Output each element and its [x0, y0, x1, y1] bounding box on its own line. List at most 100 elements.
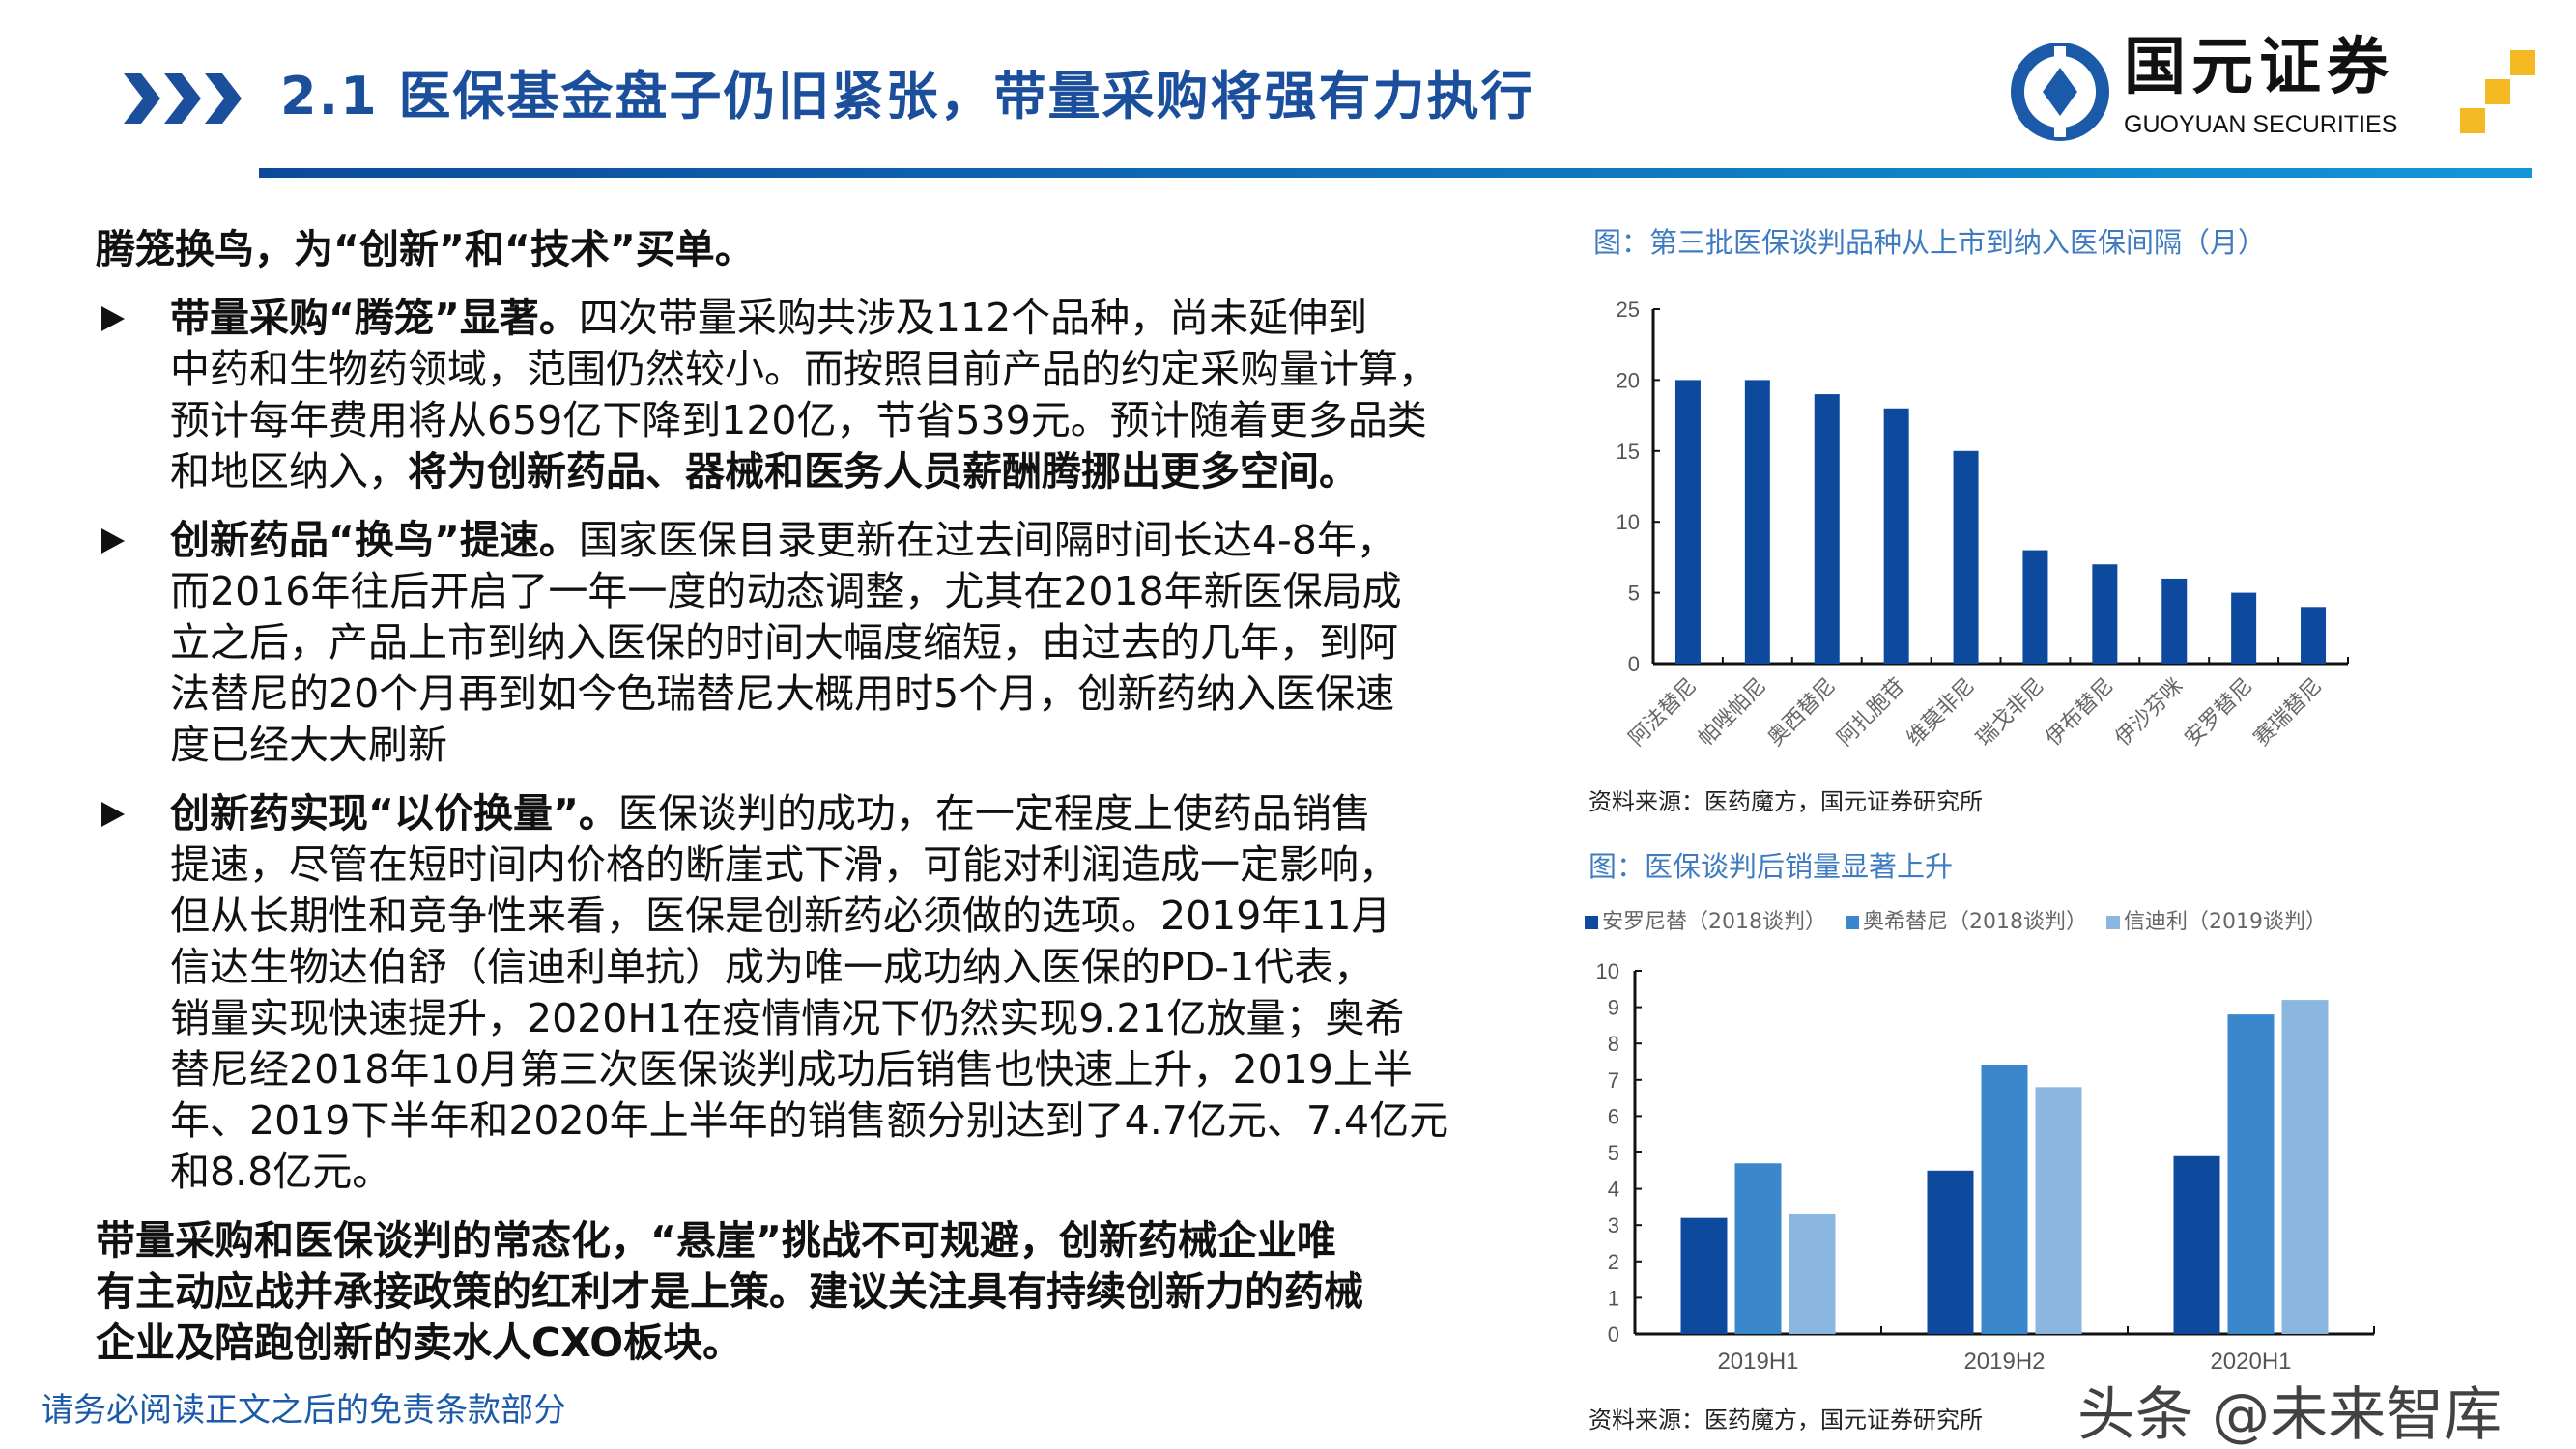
conclusion-paragraph: 带量采购和医保谈判的常态化，“悬崖”挑战不可规避，创新药械企业唯 有主动应战并承接… — [96, 1215, 1564, 1369]
bar — [1927, 1170, 1974, 1334]
text-line: 预计每年费用将从659亿下降到120亿，节省539元。预计随着更多品类 — [170, 395, 1564, 446]
y-tick-label: 9 — [1608, 996, 1619, 1020]
text-line: 有主动应战并承接政策的红利才是上策。建议关注具有持续创新力的药械 — [96, 1266, 1564, 1318]
company-logo — [2010, 39, 2551, 145]
text-line: 但从长期性和竞争性来看，医保是创新药必须做的选项。2019年11月 — [170, 891, 1564, 942]
text-segment: 和8.8亿元。 — [170, 1149, 392, 1195]
x-tick-label: 赛瑞替尼 — [2249, 673, 2327, 751]
legend-item: 奥希替尼（2018谈判） — [1846, 910, 2087, 935]
text-line: 带量采购“腾笼”显著。四次带量采购共涉及112个品种，尚未延伸到 — [170, 293, 1564, 344]
text-line: 企业及陪跑创新的卖水人CXO板块。 — [96, 1318, 1564, 1369]
text-line: 而2016年往后开启了一年一度的动态调整，尤其在2018年新医保局成 — [170, 566, 1564, 617]
x-tick-label: 安罗替尼 — [2180, 673, 2257, 751]
chart2-grouped-bar-chart: 0 1 2 3 4 5 6 7 8 9 10 2019H1 2019H2 2020H1 — [1596, 959, 2375, 1375]
x-tick-label: 奥西替尼 — [1762, 673, 1840, 751]
chart1-bar-chart: 0 5 10 15 20 25 阿法替尼帕唑帕尼奥西替尼阿扎胞苷维莫非尼瑞戈非尼伊布替尼伊沙… — [1617, 298, 2349, 751]
text-line: 年、2019下半年和2020年上半年的销售额分别达到了4.7亿元、7.4亿元 — [170, 1095, 1564, 1147]
bullet-volume-procurement: 带量采购“腾笼”显著。四次带量采购共涉及112个品种，尚未延伸到 中药和生物药领域… — [96, 293, 1564, 497]
logo-squares-icon — [2460, 50, 2535, 133]
legend-label: 安罗尼替（2018谈判） — [1602, 910, 1826, 934]
text-line: 信达生物达伯舒（信迪利单抗）成为唯一成功纳入医保的PD-1代表， — [170, 942, 1564, 993]
y-tick-label: 25 — [1617, 298, 1640, 322]
x-tick-label: 伊沙芬咪 — [2110, 673, 2188, 751]
y-tick-label: 5 — [1628, 582, 1640, 606]
text-line: 中药和生物药领域，范围仍然较小。而按照目前产品的约定采购量计算， — [170, 344, 1564, 395]
body-text: 腾笼换鸟，为“创新”和“技术”买单。 带量采购“腾笼”显著。四次带量采购共涉及1… — [96, 224, 1564, 1386]
x-tick-label: 2020H1 — [2210, 1349, 2291, 1375]
y-tick-label: 5 — [1608, 1141, 1619, 1165]
legend-swatch — [1585, 916, 1598, 929]
text-segment: 销量实现快速提升，2020H1在疫情情况下仍然实现9.21亿放量；奥希 — [170, 995, 1405, 1041]
bullet-price-for-volume: 创新药实现“以价换量”。医保谈判的成功，在一定程度上使药品销售 提速，尽管在短时间… — [96, 788, 1564, 1198]
watermark: 头条 @未来智库 — [2077, 1381, 2503, 1449]
text-line: 度已经大大刷新 — [170, 720, 1564, 771]
bar — [1981, 1065, 2028, 1334]
text-segment: 法替尼的20个月再到如今色瑞替尼大概用时5个月，创新药纳入医保速 — [170, 670, 1395, 717]
text-segment: 预计每年费用将从659亿下降到120亿，节省539元。预计随着更多品类 — [170, 397, 1427, 443]
y-tick-label: 6 — [1608, 1104, 1619, 1128]
chart1-source: 资料来源：医药魔方，国元证券研究所 — [1589, 788, 1983, 815]
bar — [2161, 578, 2188, 664]
bar — [1789, 1213, 1836, 1334]
bar — [1953, 450, 1979, 664]
title-chevron-icon — [124, 73, 242, 124]
text-segment: 替尼经2018年10月第三次医保谈判成功后销售也快速上升，2019上半 — [170, 1046, 1413, 1093]
bar — [2173, 1155, 2220, 1334]
page-title: 2.1 医保基金盘子仍旧紧张，带量采购将强有力执行 — [280, 66, 1535, 127]
bar — [2035, 1087, 2082, 1334]
y-tick-label: 15 — [1617, 440, 1640, 464]
bullet-text: 创新药实现“以价换量”。医保谈判的成功，在一定程度上使药品销售 提速，尽管在短时间… — [170, 788, 1564, 1198]
bold-text: 将为创新药品、器械和医务人员薪酬腾挪出更多空间。 — [408, 448, 1359, 495]
y-tick-label: 0 — [1608, 1322, 1619, 1347]
bar — [1744, 380, 1770, 664]
text-segment: 而2016年往后开启了一年一度的动态调整，尤其在2018年新医保局成 — [170, 568, 1402, 614]
intro-heading: 腾笼换鸟，为“创新”和“技术”买单。 — [96, 224, 1564, 275]
text-line: 创新药品“换鸟”提速。国家医保目录更新在过去间隔时间长达4-8年， — [170, 515, 1564, 566]
y-tick-label: 3 — [1608, 1213, 1619, 1237]
text-segment: 提速，尽管在短时间内价格的断崖式下滑，可能对利润造成一定影响， — [170, 841, 1398, 888]
y-tick-label: 0 — [1628, 652, 1640, 676]
logo-chinese-name: 国元证券 — [2124, 32, 2394, 103]
x-tick-label: 维莫非尼 — [1902, 673, 1979, 751]
bullet-text: 带量采购“腾笼”显著。四次带量采购共涉及112个品种，尚未延伸到 中药和生物药领域… — [170, 293, 1564, 497]
chart1-title: 图：第三批医保谈判品种从上市到纳入医保间隔（月） — [1593, 226, 2267, 259]
text-line: 提速，尽管在短时间内价格的断崖式下滑，可能对利润造成一定影响， — [170, 839, 1564, 891]
bar — [1883, 408, 1909, 664]
bar — [1734, 1163, 1782, 1334]
text-line: 创新药实现“以价换量”。医保谈判的成功，在一定程度上使药品销售 — [170, 788, 1564, 839]
bullet-arrow-icon — [101, 528, 125, 554]
legend-item: 信迪利（2019谈判） — [2106, 910, 2327, 935]
y-tick-label: 8 — [1608, 1032, 1619, 1056]
bullet-arrow-icon — [101, 802, 125, 827]
text-segment: 立之后，产品上市到纳入医保的时间大幅度缩短，由过去的几年，到阿 — [170, 619, 1398, 666]
legend-swatch — [1846, 916, 1859, 929]
text-segment: 年、2019下半年和2020年上半年的销售额分别达到了4.7亿元、7.4亿元 — [170, 1097, 1449, 1144]
text-line: 替尼经2018年10月第三次医保谈判成功后销售也快速上升，2019上半 — [170, 1044, 1564, 1095]
bar — [2022, 550, 2048, 664]
bar — [2227, 1014, 2275, 1334]
x-tick-label: 2019H1 — [1717, 1349, 1798, 1375]
bar — [2281, 1000, 2329, 1334]
legend-label: 奥希替尼（2018谈判） — [1863, 910, 2087, 934]
chart2-title: 图：医保谈判后销量显著上升 — [1589, 850, 1954, 883]
text-segment: 信达生物达伯舒（信迪利单抗）成为唯一成功纳入医保的PD-1代表， — [170, 944, 1374, 990]
bar — [2301, 607, 2327, 664]
bold-text: 企业及陪跑创新的卖水人CXO板块。 — [96, 1320, 743, 1366]
x-tick-label: 阿法替尼 — [1624, 673, 1702, 751]
text-line: 带量采购和医保谈判的常态化，“悬崖”挑战不可规避，创新药械企业唯 — [96, 1215, 1564, 1266]
bar — [1814, 394, 1840, 664]
bullet-innovative-drugs: 创新药品“换鸟”提速。国家医保目录更新在过去间隔时间长达4-8年， 而2016年往… — [96, 515, 1564, 771]
x-tick-label: 瑞戈非尼 — [1971, 673, 2048, 751]
legend-swatch — [2106, 916, 2120, 929]
bullet-arrow-icon — [101, 306, 125, 331]
bullet-text: 创新药品“换鸟”提速。国家医保目录更新在过去间隔时间长达4-8年， 而2016年往… — [170, 515, 1564, 771]
disclaimer-note: 请务必阅读正文之后的免责条款部分 — [41, 1391, 566, 1430]
bold-text: 创新药实现“以价换量”。 — [170, 790, 618, 837]
text-segment: 和地区纳入， — [170, 448, 408, 495]
logo-english-name: GUOYUAN SECURITIES — [2124, 111, 2398, 138]
text-line: 销量实现快速提升，2020H1在疫情情况下仍然实现9.21亿放量；奥希 — [170, 993, 1564, 1044]
text-segment: 医保谈判的成功，在一定程度上使药品销售 — [617, 790, 1371, 837]
y-tick-label: 2 — [1608, 1250, 1619, 1274]
y-tick-label: 10 — [1596, 959, 1619, 983]
text-line: 和8.8亿元。 — [170, 1147, 1564, 1198]
